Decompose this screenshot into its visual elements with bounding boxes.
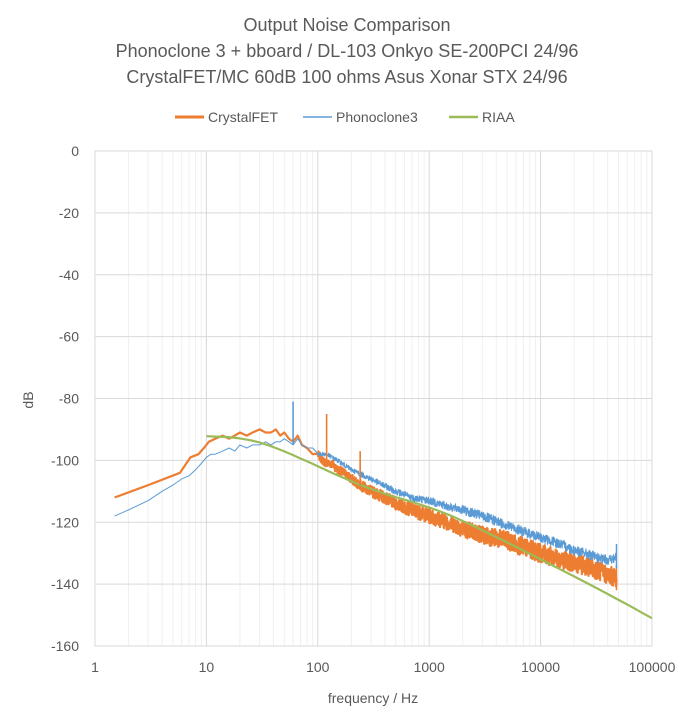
chart-title-line-2: Phonoclone 3 + bboard / DL-103 Onkyo SE-…: [116, 41, 579, 61]
legend: CrystalFET Phonoclone3 RIAA: [175, 109, 515, 125]
y-tick-label: -40: [59, 267, 79, 283]
x-tick-label: 100: [306, 659, 330, 675]
chart-title: Output Noise Comparison Phonoclone 3 + b…: [116, 15, 579, 87]
y-axis-title: dB: [20, 391, 36, 408]
y-tick-label: -120: [51, 514, 79, 530]
y-tick-label: 0: [71, 143, 79, 159]
y-tick-label: -100: [51, 452, 79, 468]
legend-item-crystalfet: CrystalFET: [175, 109, 278, 125]
x-tick-label: 10000: [521, 659, 560, 675]
series-line-riaa: [206, 435, 652, 620]
legend-label-crystalfet: CrystalFET: [208, 109, 278, 125]
legend-label-riaa: RIAA: [482, 109, 515, 125]
plot-area-border: [94, 150, 653, 647]
x-axis-title: frequency / Hz: [328, 690, 418, 706]
x-tick-label: 100000: [629, 659, 676, 675]
legend-item-riaa: RIAA: [449, 109, 515, 125]
legend-label-phonoclone3: Phonoclone3: [336, 109, 418, 125]
x-tick-label: 1: [91, 659, 99, 675]
series-line-crystalfet: [114, 428, 618, 588]
y-tick-label: -160: [51, 638, 79, 654]
series-layer: [114, 401, 652, 620]
y-tick-label: -60: [59, 329, 79, 345]
x-axis-tick-labels: 1 10 100 1000 10000 100000: [91, 659, 675, 675]
series-line-phonoclone3: [114, 438, 617, 565]
x-tick-label: 10: [199, 659, 215, 675]
y-tick-label: -80: [59, 391, 79, 407]
y-tick-label: -140: [51, 576, 79, 592]
legend-item-phonoclone3: Phonoclone3: [303, 109, 418, 125]
chart-title-line-3: CrystalFET/MC 60dB 100 ohms Asus Xonar S…: [126, 67, 567, 87]
chart-title-line-1: Output Noise Comparison: [243, 15, 450, 35]
y-tick-label: -20: [59, 205, 79, 221]
x-tick-label: 1000: [414, 659, 445, 675]
y-axis-tick-labels: 0 -20 -40 -60 -80 -100 -120 -140 -160: [51, 143, 79, 654]
